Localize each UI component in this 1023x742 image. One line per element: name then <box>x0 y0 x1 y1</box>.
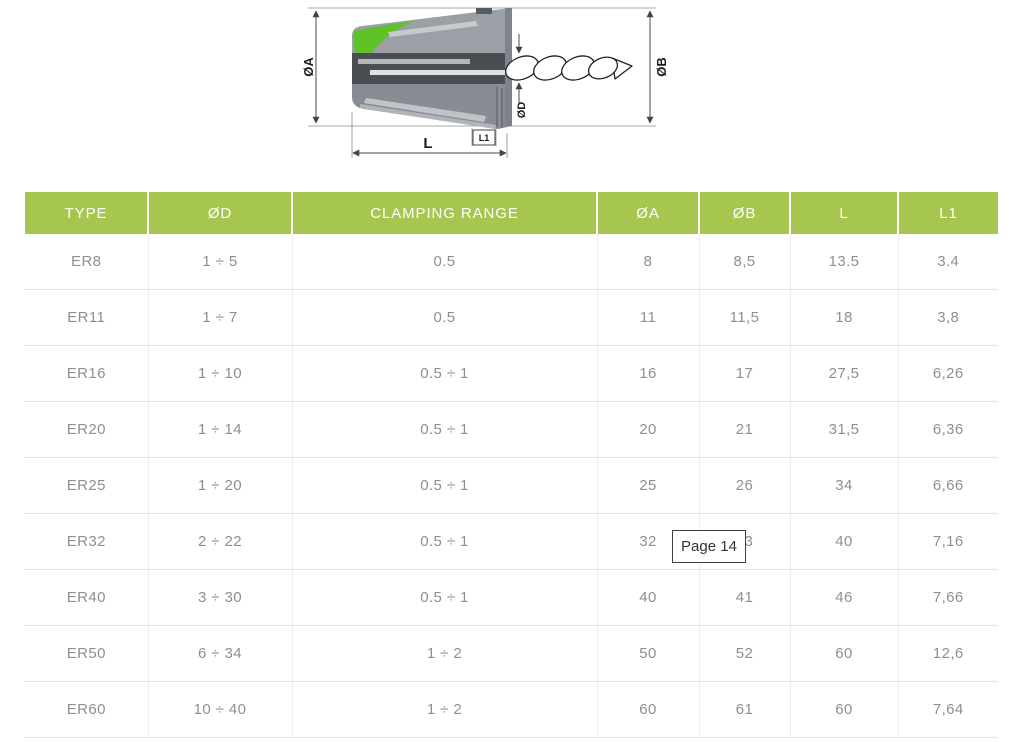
table-cell: 6,66 <box>897 457 998 514</box>
table-cell: ER25 <box>25 457 148 514</box>
dim-box-l1 <box>472 129 496 146</box>
dim-label-dia-d: ØD <box>516 102 528 119</box>
column-header: L1 <box>897 192 998 234</box>
collet-highlight-upper <box>388 21 478 37</box>
table-cell: 3.4 <box>897 234 998 290</box>
table-cell: ER60 <box>25 681 148 738</box>
page-tooltip: Page 14 <box>672 530 746 563</box>
table-cell: 60 <box>789 681 898 738</box>
table-cell: 1 ÷ 2 <box>291 625 597 682</box>
table-row: ER50 6 ÷ 34 1 ÷ 2 50 52 60 12,6 <box>25 625 998 682</box>
table-cell: ER16 <box>25 345 148 402</box>
table-cell: 50 <box>596 625 699 682</box>
collet-highlight-bottom-edge <box>360 104 496 129</box>
table-cell: 7,66 <box>897 569 998 626</box>
table-cell: 0.5 <box>291 289 597 346</box>
table-cell: 61 <box>698 681 790 738</box>
table-cell: 2 ÷ 22 <box>147 513 292 570</box>
table-cell: 12,6 <box>897 625 998 682</box>
table-body: ER8 1 ÷ 5 0.5 8 8,5 13.5 3.4 ER11 1 ÷ 7 0.5 11 11,5… <box>25 234 998 738</box>
dim-label-l: L <box>423 135 432 152</box>
dim-label-dia-b: ØB <box>654 57 669 77</box>
table-cell: 11,5 <box>698 289 790 346</box>
table-cell: 1 ÷ 2 <box>291 681 597 738</box>
table-cell: 40 <box>789 513 898 570</box>
table-row: ER60 10 ÷ 40 1 ÷ 2 60 61 60 7,64 <box>25 681 998 738</box>
column-header: CLAMPING RANGE <box>291 192 597 234</box>
table-cell: 7,16 <box>897 513 998 570</box>
column-header: ØB <box>698 192 790 234</box>
table-cell: 26 <box>698 457 790 514</box>
dim-label-dia-a: ØA <box>301 57 316 77</box>
table-cell: 0.5 ÷ 1 <box>291 401 597 458</box>
table-cell: 34 <box>789 457 898 514</box>
table-cell: 7,64 <box>897 681 998 738</box>
table-row: ER20 1 ÷ 14 0.5 ÷ 1 20 21 31,5 6,36 <box>25 401 998 458</box>
table-cell: ER32 <box>25 513 148 570</box>
spec-table: TYPE ØD CLAMPING RANGE ØA ØB L L1 ER8 1 ÷ 5 0.5 8… <box>25 192 998 738</box>
collet-bore-stripe-1 <box>358 59 470 64</box>
table-cell: 1 ÷ 7 <box>147 289 292 346</box>
collet-green-accent <box>353 21 414 74</box>
table-row: ER16 1 ÷ 10 0.5 ÷ 1 16 17 27,5 6,26 <box>25 345 998 402</box>
collet-highlight-lower <box>364 98 486 122</box>
table-cell: 0.5 ÷ 1 <box>291 345 597 402</box>
table-row: ER8 1 ÷ 5 0.5 8 8,5 13.5 3.4 <box>25 234 998 290</box>
table-cell: 60 <box>596 681 699 738</box>
column-header: ØA <box>596 192 699 234</box>
table-cell: 18 <box>789 289 898 346</box>
table-cell: 10 ÷ 40 <box>147 681 292 738</box>
table-cell: 6 ÷ 34 <box>147 625 292 682</box>
table-cell: 40 <box>596 569 699 626</box>
table-cell: 16 <box>596 345 699 402</box>
page-tooltip-text: Page 14 <box>681 538 737 555</box>
column-header: ØD <box>147 192 292 234</box>
table-cell: 8 <box>596 234 699 290</box>
column-header: L <box>789 192 898 234</box>
collet-slot-notch <box>476 8 492 14</box>
table-header-row: TYPE ØD CLAMPING RANGE ØA ØB L L1 <box>25 192 998 234</box>
table-cell: 25 <box>596 457 699 514</box>
collet-bore-stripe-2 <box>370 70 506 75</box>
table-cell: 52 <box>698 625 790 682</box>
table-cell: 20 <box>596 401 699 458</box>
table-cell: 1 ÷ 20 <box>147 457 292 514</box>
table-cell: 31,5 <box>789 401 898 458</box>
table-cell: 0.5 ÷ 1 <box>291 457 597 514</box>
table-cell: 3,8 <box>897 289 998 346</box>
table-cell: 41 <box>698 569 790 626</box>
table-cell: 17 <box>698 345 790 402</box>
table-cell: 27,5 <box>789 345 898 402</box>
table-cell: 13.5 <box>789 234 898 290</box>
table-cell: 0.5 <box>291 234 597 290</box>
table-cell: 46 <box>789 569 898 626</box>
table-cell: 60 <box>789 625 898 682</box>
table-cell: 1 ÷ 14 <box>147 401 292 458</box>
table-cell: 1 ÷ 10 <box>147 345 292 402</box>
column-header: TYPE <box>25 192 148 234</box>
table-cell: 8,5 <box>698 234 790 290</box>
table-cell: 21 <box>698 401 790 458</box>
table-row: ER40 3 ÷ 30 0.5 ÷ 1 40 41 46 7,66 <box>25 569 998 626</box>
collet-bore <box>352 53 512 84</box>
table-row: ER25 1 ÷ 20 0.5 ÷ 1 25 26 34 6,66 <box>25 457 998 514</box>
table-cell: ER20 <box>25 401 148 458</box>
table-cell: 0.5 ÷ 1 <box>291 569 597 626</box>
table-row: ER11 1 ÷ 7 0.5 11 11,5 18 3,8 <box>25 289 998 346</box>
collet-technical-drawing: ØA ØB ØD L L1 <box>301 7 669 158</box>
table-cell: ER8 <box>25 234 148 290</box>
table-cell: 6,36 <box>897 401 998 458</box>
table-cell: ER40 <box>25 569 148 626</box>
table-cell: 3 ÷ 30 <box>147 569 292 626</box>
table-cell: 0.5 ÷ 1 <box>291 513 597 570</box>
table-cell: 1 ÷ 5 <box>147 234 292 290</box>
dim-label-l1: L1 <box>479 133 490 143</box>
drill-bit <box>505 55 633 81</box>
table-cell: 6,26 <box>897 345 998 402</box>
table-cell: ER50 <box>25 625 148 682</box>
table-cell: 11 <box>596 289 699 346</box>
table-cell: ER11 <box>25 289 148 346</box>
